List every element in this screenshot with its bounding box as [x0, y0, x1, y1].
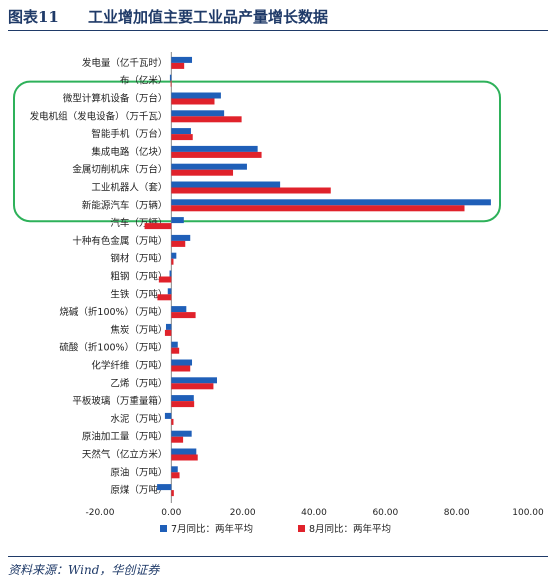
- bar-jul: [171, 377, 217, 384]
- bar-aug: [171, 205, 465, 212]
- header-divider: [8, 30, 548, 31]
- x-tick-label: 100.00: [512, 508, 544, 518]
- bar-aug: [171, 436, 184, 443]
- category-label: 十种有色金属（万吨）: [72, 235, 167, 247]
- bar-jul: [171, 145, 258, 152]
- bar-jul: [157, 484, 172, 491]
- figure-number: 图表11: [8, 8, 59, 26]
- bar-jul: [169, 74, 172, 81]
- bar-jul: [171, 199, 491, 206]
- bar-chart: 发电量（亿千瓦时） 布（亿米） 微型计算机设备（万台） 发电机组（发电设备）（万千瓦）…: [13, 52, 544, 535]
- bar-jul: [171, 234, 191, 241]
- bar-aug: [157, 294, 172, 301]
- bar-jul: [171, 110, 225, 117]
- bar-jul: [171, 128, 191, 135]
- footer-divider: [8, 556, 548, 557]
- x-tick-label: 80.00: [444, 508, 470, 518]
- bar-jul: [171, 430, 192, 437]
- category-label: 发电机组（发电设备）（万千瓦）: [30, 110, 168, 122]
- bar-jul: [169, 270, 172, 277]
- bar-jul: [171, 395, 194, 402]
- legend-jul-label: 7月同比：两年平均: [171, 523, 253, 535]
- bar-aug: [164, 329, 172, 336]
- bar-jul: [171, 92, 221, 99]
- category-label: 平板玻璃（万重量箱）: [72, 395, 167, 407]
- bar-aug: [171, 312, 196, 319]
- legend-aug-label: 8月同比：两年平均: [309, 523, 391, 535]
- category-label: 新能源汽车（万辆）: [82, 199, 168, 211]
- bar-aug: [171, 98, 215, 105]
- category-label: 粗钢（万吨）: [110, 271, 167, 283]
- x-tick-label: 60.00: [372, 508, 398, 518]
- category-label: 烧碱（折100%）（万吨）: [59, 306, 167, 318]
- bar-aug: [171, 347, 180, 354]
- bar-jul: [164, 412, 172, 419]
- bar-aug: [171, 418, 174, 425]
- bar-jul: [165, 323, 172, 330]
- category-label: 乙烯（万吨）: [110, 377, 167, 389]
- category-label: 发电量（亿千瓦时）: [82, 57, 168, 69]
- bar-jul: [171, 466, 178, 473]
- bar-aug: [144, 223, 172, 230]
- category-label: 焦炭（万吨）: [110, 324, 167, 336]
- bar-aug: [171, 490, 174, 497]
- bar-aug: [171, 62, 185, 69]
- bar-aug: [171, 472, 180, 479]
- bar-aug: [171, 151, 262, 158]
- bar-aug: [171, 134, 193, 141]
- bar-jul: [171, 359, 193, 366]
- figure-title: 工业增加值主要工业品产量增长数据: [88, 8, 329, 26]
- bar-jul: [167, 288, 172, 295]
- legend-jul-swatch: [160, 525, 167, 532]
- x-tick-label: -20.00: [85, 508, 114, 518]
- highlight-box: [13, 80, 501, 223]
- bar-jul: [171, 252, 177, 259]
- bar-jul: [171, 163, 247, 170]
- category-label: 水泥（万吨）: [110, 413, 167, 425]
- figure-header: 图表11 工业增加值主要工业品产量增长数据: [0, 0, 555, 34]
- category-label: 原油加工量（万吨）: [82, 431, 168, 443]
- bar-aug: [171, 258, 174, 265]
- bar-aug: [171, 401, 195, 408]
- x-tick-label: 0.00: [161, 508, 181, 518]
- x-tick-label: 40.00: [301, 508, 327, 518]
- category-label: 硫酸（折100%）（万吨）: [59, 342, 167, 354]
- source-note: 资料来源：Wind，华创证券: [8, 563, 160, 577]
- bar-aug: [170, 80, 172, 87]
- bar-jul: [171, 341, 178, 348]
- bar-aug: [171, 116, 242, 123]
- bar-aug: [171, 383, 214, 390]
- legend-aug-swatch: [298, 525, 305, 532]
- category-label: 工业机器人（套）: [91, 182, 167, 194]
- category-label: 原煤（万吨）: [110, 484, 167, 496]
- bar-jul: [171, 448, 197, 455]
- bar-aug: [171, 365, 191, 372]
- category-label: 原油（万吨）: [110, 466, 167, 478]
- bar-aug: [171, 187, 331, 194]
- category-label: 微型计算机设备（万台）: [63, 93, 168, 105]
- bar-aug: [171, 169, 234, 176]
- bar-jul: [171, 306, 187, 313]
- bar-jul: [171, 217, 184, 224]
- category-label: 钢材（万吨）: [110, 253, 167, 265]
- bar-aug: [171, 454, 198, 461]
- bar-jul: [171, 56, 193, 63]
- bar-aug: [171, 240, 186, 247]
- category-label: 智能手机（万台）: [91, 128, 167, 140]
- x-tick-label: 20.00: [230, 508, 256, 518]
- bar-jul: [171, 181, 281, 188]
- category-label: 生铁（万吨）: [110, 288, 167, 300]
- category-label: 天然气（亿立方米）: [82, 449, 168, 461]
- category-label: 集成电路（亿块）: [91, 146, 167, 158]
- bar-aug: [158, 276, 172, 283]
- category-label: 布（亿米）: [120, 75, 168, 87]
- category-label: 化学纤维（万吨）: [91, 360, 167, 372]
- category-label: 金属切削机床（万台）: [72, 164, 167, 176]
